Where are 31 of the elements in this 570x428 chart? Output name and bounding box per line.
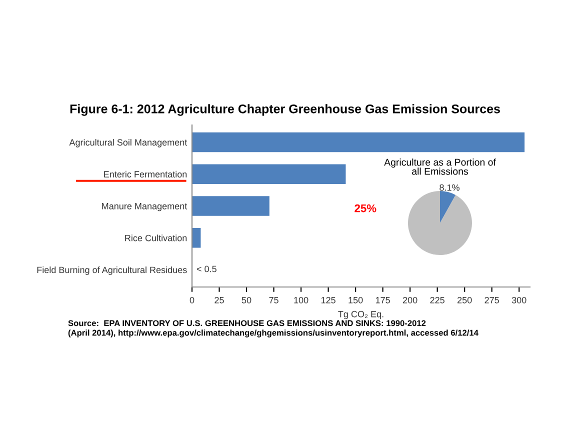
x-tick-label: 150	[348, 296, 363, 304]
x-tick-label: 75	[269, 297, 278, 304]
annotation: 25%	[354, 204, 376, 212]
y-tick-label: Agricultural Soil Management	[69, 138, 188, 148]
x-tick-label: 125	[321, 296, 336, 304]
x-axis-title: Tg CO₂ Eq.	[338, 310, 384, 320]
bar	[192, 132, 525, 152]
bar	[192, 196, 270, 216]
x-tick-label: 50	[242, 296, 252, 304]
y-tick-label: Enteric Fermentation	[104, 170, 187, 178]
x-tick-label: 0	[190, 296, 194, 304]
x-tick-label: 175	[376, 297, 390, 304]
bar	[192, 228, 201, 248]
x-tick-label: 200	[402, 296, 418, 304]
y-tick-label: Rice Cultivation	[125, 234, 187, 242]
data-label: 8.1%	[440, 184, 460, 191]
pie-slice	[408, 191, 472, 255]
y-tick-label: Manure Management	[102, 203, 188, 212]
x-tick-label: 25	[214, 296, 224, 304]
y-tick-label: Field Burning of Agricultural Residues	[37, 266, 187, 275]
x-tick-label: 275	[484, 296, 499, 304]
x-tick-label: 300	[512, 296, 526, 304]
data-label: < 0.5	[196, 266, 216, 272]
x-tick-label: 250	[458, 296, 472, 304]
x-tick-label: 225	[430, 296, 444, 304]
chart-title: Agriculture as a Portion of all Emissions	[384, 158, 496, 175]
pie-slice	[440, 191, 456, 223]
source-note: Source: EPA INVENTORY OF U.S. GREENHOUSE GAS EMISSIONS AND SINKS: 1990-2012 (April 2014), http://www.epa.gov/climatechange/ghgemissions/usinventoryreport.html, accessed 6/12/14	[68, 320, 478, 338]
bar	[192, 164, 346, 184]
chart-title: Figure 6-1: 2012 Agriculture Chapter Greenhouse Gas Emission Sources	[70, 104, 500, 116]
x-tick-label: 100	[294, 296, 308, 304]
